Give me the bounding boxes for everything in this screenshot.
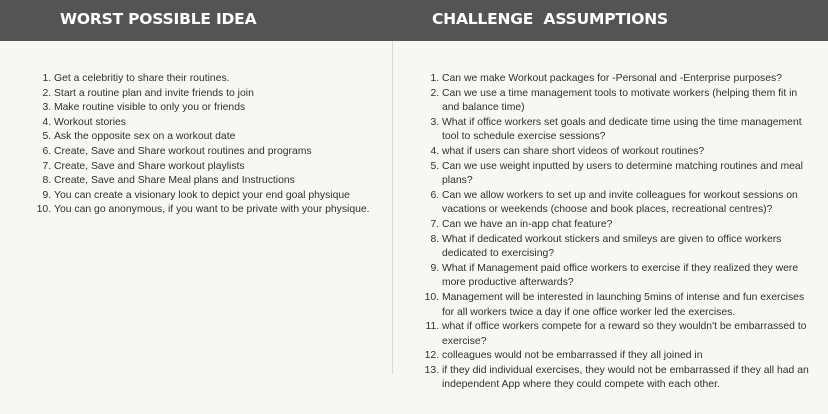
worst-idea-item: Make routine visible to only you or frie… [54,101,404,116]
challenge-assumptions-list: Can we make Workout packages for -Person… [424,72,816,393]
assumption-item: What if office workers set goals and ded… [442,116,816,145]
worst-idea-item: You can go anonymous, if you want to be … [54,203,404,218]
assumption-item: What if Management paid office workers t… [442,262,816,291]
assumption-item: what if office workers compete for a rew… [442,320,816,349]
worst-idea-item: You can create a visionary look to depic… [54,189,404,204]
worst-idea-item: Get a celebritiy to share their routines… [54,72,404,87]
worst-idea-item: Start a routine plan and invite friends … [54,87,404,102]
worst-idea-item: Ask the opposite sex on a workout date [54,130,404,145]
header-bar: WORST POSSIBLE IDEA CHALLENGE ASSUMPTION… [0,0,828,41]
worst-idea-item: Create, Save and Share workout routines … [54,145,404,160]
worst-possible-idea-heading: WORST POSSIBLE IDEA [60,10,257,28]
assumption-item: colleagues would not be embarrassed if t… [442,349,816,364]
assumption-item: What if dedicated workout stickers and s… [442,233,816,262]
challenge-assumptions-heading: CHALLENGE ASSUMPTIONS [432,10,669,28]
assumption-item: Can we use weight inputted by users to d… [442,160,816,189]
column-divider [392,41,393,374]
assumption-item: what if users can share short videos of … [442,145,816,160]
worst-possible-idea-list: Get a celebritiy to share their routines… [36,72,404,218]
assumption-item: Can we use a time management tools to mo… [442,87,816,116]
assumption-item: Can we have an in-app chat feature? [442,218,816,233]
assumption-item: Management will be interested in launchi… [442,291,816,320]
worst-idea-item: Create, Save and Share Meal plans and In… [54,174,404,189]
worst-idea-item: Workout stories [54,116,404,131]
assumption-item: if they did individual exercises, they w… [442,364,816,393]
assumption-item: Can we allow workers to set up and invit… [442,189,816,218]
worst-idea-item: Create, Save and Share workout playlists [54,160,404,175]
assumption-item: Can we make Workout packages for -Person… [442,72,816,87]
